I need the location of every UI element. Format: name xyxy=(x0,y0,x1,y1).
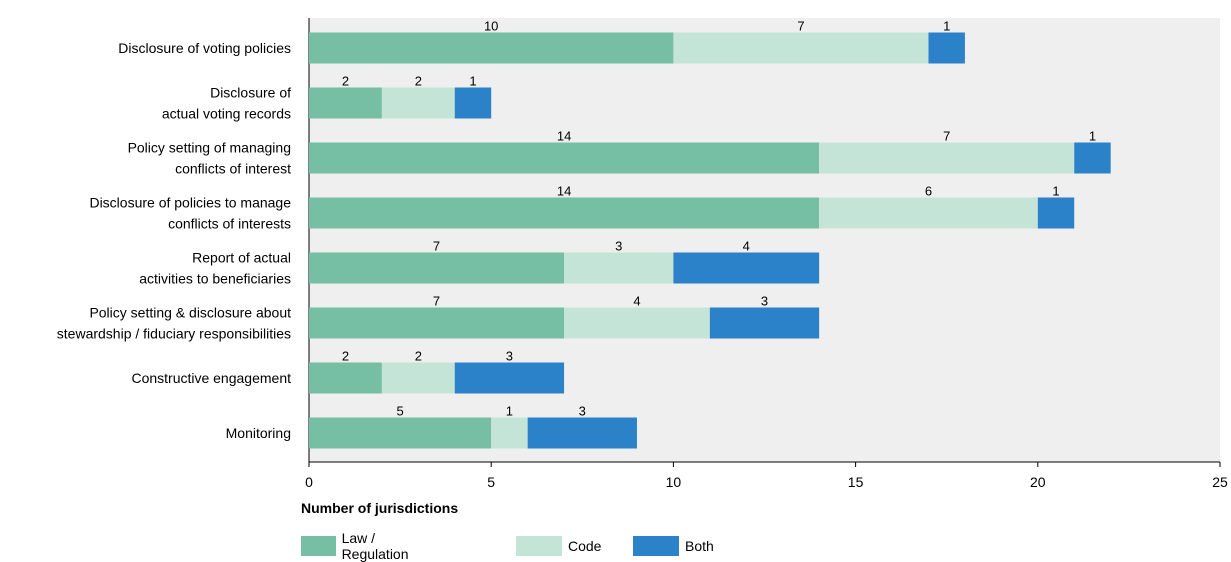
plot-background xyxy=(309,18,1220,462)
category-label: Report of actual xyxy=(192,250,291,266)
data-label: 3 xyxy=(506,349,513,364)
bar-segment xyxy=(309,362,382,394)
bar-segment xyxy=(819,197,1038,229)
data-label: 10 xyxy=(484,19,498,34)
bar-segment xyxy=(673,32,929,64)
legend-label-law-regulation: Law / Regulation xyxy=(341,530,409,562)
bar-segment xyxy=(309,87,382,119)
bar-segment xyxy=(709,307,820,339)
bar-segment xyxy=(381,362,455,394)
bar-segment xyxy=(309,197,820,229)
x-axis-title-prefix: Number of xyxy=(301,500,375,516)
category-label: Constructive engagement xyxy=(131,370,291,386)
data-label: 1 xyxy=(943,19,950,34)
x-axis-title-bold: jurisdictions xyxy=(374,500,459,516)
data-label: 1 xyxy=(1089,129,1096,144)
x-tick-label: 25 xyxy=(1212,474,1228,490)
category-label: stewardship / fiduciary responsibilities xyxy=(57,326,291,342)
data-label: 1 xyxy=(1052,184,1059,199)
bar-segment xyxy=(309,32,674,64)
data-label: 4 xyxy=(743,239,750,254)
legend-swatch-code xyxy=(516,536,562,556)
bar-segment xyxy=(309,417,492,449)
bar-segment xyxy=(1037,197,1075,229)
legend-item-both: Both xyxy=(633,535,714,557)
data-label: 14 xyxy=(557,129,571,144)
bar-segment xyxy=(819,142,1075,174)
category-label: Monitoring xyxy=(226,425,291,441)
bar-segment xyxy=(564,307,710,339)
category-label: conflicts of interests xyxy=(168,216,291,232)
category-label: conflicts of interest xyxy=(175,161,291,177)
data-label: 1 xyxy=(469,74,476,89)
legend-swatch-law-regulation xyxy=(301,536,336,556)
x-tick-label: 20 xyxy=(1030,474,1046,490)
legend-label-both: Both xyxy=(685,538,714,554)
category-label: actual voting records xyxy=(162,106,291,122)
bar-segment xyxy=(1074,142,1111,174)
data-label: 14 xyxy=(557,184,571,199)
category-label: Policy setting & disclosure about xyxy=(89,305,291,321)
data-label: 5 xyxy=(396,404,403,419)
bar-segment xyxy=(309,307,565,339)
data-label: 2 xyxy=(342,349,349,364)
x-tick-label: 5 xyxy=(487,474,495,490)
bar-segment xyxy=(491,417,528,449)
legend-item-law-regulation: Law / Regulation xyxy=(301,530,420,562)
category-label: Disclosure of policies to manage xyxy=(89,195,291,211)
data-label: 2 xyxy=(415,349,422,364)
data-label: 4 xyxy=(633,294,640,309)
legend-swatch-both xyxy=(633,536,679,556)
data-label: 6 xyxy=(925,184,932,199)
bar-segment xyxy=(564,252,674,284)
data-label: 1 xyxy=(506,404,513,419)
legend-item-code: Code xyxy=(516,535,601,557)
category-label: activities to beneficiaries xyxy=(139,271,291,287)
bar-segment xyxy=(454,362,565,394)
data-label: 3 xyxy=(579,404,586,419)
legend-label-code: Code xyxy=(568,538,602,554)
data-label: 3 xyxy=(615,239,622,254)
data-label: 3 xyxy=(761,294,768,309)
data-label: 7 xyxy=(433,239,440,254)
data-label: 7 xyxy=(797,19,804,34)
bar-segment xyxy=(381,87,455,119)
x-tick-label: 10 xyxy=(666,474,682,490)
category-label: Policy setting of managing xyxy=(128,140,291,156)
category-label: Disclosure of voting policies xyxy=(118,40,291,56)
x-tick-label: 0 xyxy=(305,474,313,490)
bar-segment xyxy=(928,32,965,64)
bar-segment xyxy=(309,142,820,174)
data-label: 7 xyxy=(943,129,950,144)
bar-segment xyxy=(673,252,820,284)
bar-segment xyxy=(454,87,492,119)
bar-segment xyxy=(527,417,637,449)
data-label: 7 xyxy=(433,294,440,309)
data-label: 2 xyxy=(342,74,349,89)
data-label: 2 xyxy=(415,74,422,89)
bar-segment xyxy=(309,252,565,284)
x-axis-title: Number of jurisdictions xyxy=(301,500,458,516)
x-tick-label: 15 xyxy=(848,474,864,490)
category-label: Disclosure of xyxy=(210,85,291,101)
